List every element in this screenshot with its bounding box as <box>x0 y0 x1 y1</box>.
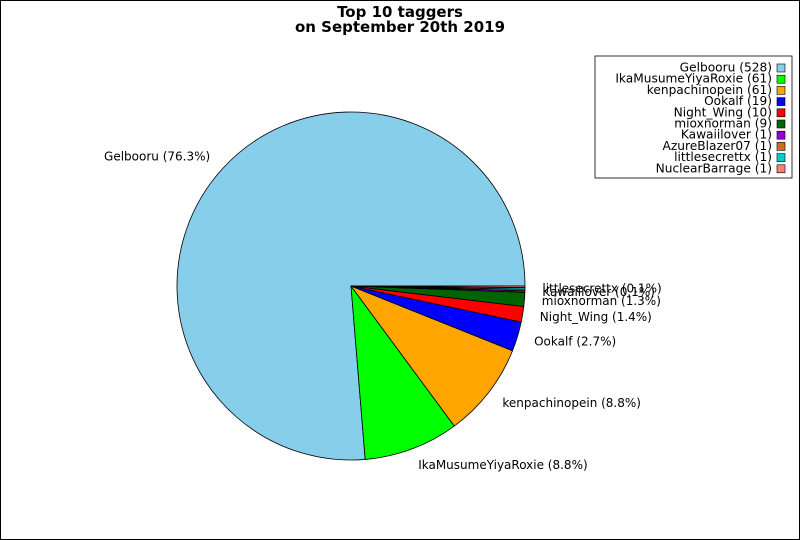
pie-slices <box>176 111 526 461</box>
legend-label-azureblazer07: AzureBlazer07 (1) <box>663 139 772 153</box>
legend-label-kenpachinopein: kenpachinopein (61) <box>647 83 772 97</box>
slice-label-mioxnorman: mioxnorman (1.3%) <box>542 294 661 308</box>
slice-labels: Gelbooru (76.3%) IkaMusumeYiyaRoxie (8.8%… <box>104 149 662 472</box>
slice-label-ikamusumeyiyaroxie: IkaMusumeYiyaRoxie (8.8%) <box>418 458 587 472</box>
legend-label-mioxnorman: mioxnorman (9) <box>674 117 772 131</box>
chart-title-line-2: on September 20th 2019 <box>295 18 505 36</box>
legend-swatch-night-wing <box>776 108 786 118</box>
pie-slice-nuclearbarrage <box>350 285 526 288</box>
legend-label-nuclearbarrage: NuclearBarrage (1) <box>656 161 772 175</box>
legend-swatch-littlesecrettx <box>776 153 786 162</box>
legend-swatch-mioxnorman <box>776 119 786 129</box>
legend-label-littlesecrettx: littlesecrettx (1) <box>674 150 772 164</box>
slice-label-ookalf: Ookalf (2.7%) <box>534 335 616 349</box>
legend-label-ookalf: Ookalf (19) <box>704 94 772 108</box>
legend-box <box>594 55 793 179</box>
slice-label-kenpachinopein: kenpachinopein (8.8%) <box>502 396 641 410</box>
legend: Gelbooru (528)IkaMusumeYiyaRoxie (61)ken… <box>594 55 793 179</box>
pie-slice-ikamusumeyiyaroxie <box>350 285 455 460</box>
slice-label-littlesecrettx: littlesecrettx (0.1%) <box>542 282 661 296</box>
legend-swatch-kenpachinopein <box>776 86 786 95</box>
legend-swatch-ikamusumeyiyaroxie <box>776 74 786 84</box>
legend-swatch-gelbooru <box>776 63 786 73</box>
pie-slice-kenpachinopein <box>350 285 513 427</box>
legend-label-kawaiilover: Kawaiilover (1) <box>681 128 772 142</box>
legend-label-night-wing: Night_Wing (10) <box>674 105 772 119</box>
legend-label-ikamusumeyiyaroxie: IkaMusumeYiyaRoxie (61) <box>615 72 772 86</box>
slice-label-kawaiilover: Kawaiilover (0.1%) <box>542 285 655 299</box>
legend-swatch-nuclearbarrage <box>776 164 786 174</box>
legend-swatch-ookalf <box>776 97 786 106</box>
slice-label-night-wing: Night_Wing (1.4%) <box>540 310 652 324</box>
legend-label-gelbooru: Gelbooru (528) <box>680 61 772 75</box>
legend-swatch-azureblazer07 <box>776 142 786 151</box>
legend-swatch-kawaiilover <box>776 130 786 140</box>
slice-label-gelbooru: Gelbooru (76.3%) <box>104 149 210 163</box>
chart-title-line-1: Top 10 taggers <box>337 3 463 21</box>
